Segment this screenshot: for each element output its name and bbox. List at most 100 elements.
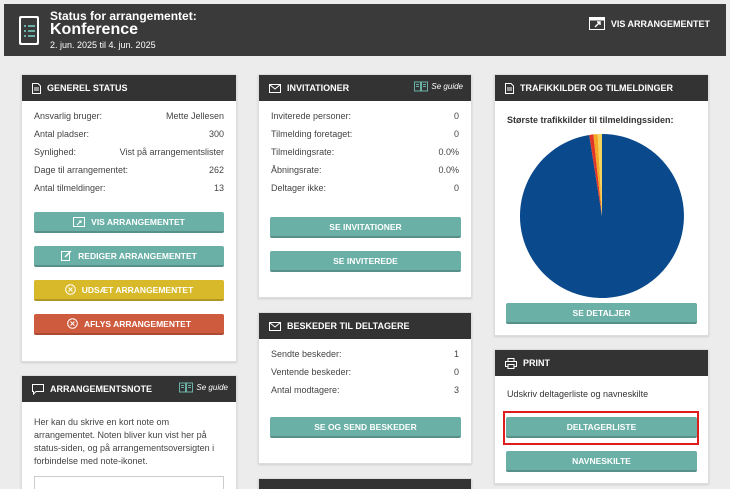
row-value: 0 xyxy=(453,183,459,193)
row-label: Ansvarlig bruger: xyxy=(34,111,103,121)
message-row: Sendte beskeder: 1 xyxy=(271,345,459,363)
messages-card: BESKEDER TIL DELTAGERE Sendte beskeder: 1… xyxy=(258,312,472,464)
message-row: Ventende beskeder: 0 xyxy=(271,363,459,381)
print-header: PRINT xyxy=(495,350,708,376)
row-value: 0.0% xyxy=(438,147,459,157)
row-label: Tilmelding foretaget: xyxy=(271,129,353,139)
event-note-header: ARRANGEMENTSNOTE Se guide xyxy=(22,376,236,402)
partial-card xyxy=(258,478,472,489)
envelope-icon xyxy=(269,321,281,331)
row-label: Dage til arrangementet: xyxy=(34,165,129,175)
messages-title: BESKEDER TIL DELTAGERE xyxy=(287,321,410,331)
pie-slice-yellow xyxy=(597,133,602,216)
book-icon xyxy=(414,81,429,92)
partial-card-header xyxy=(259,479,471,489)
print-title: PRINT xyxy=(523,358,550,368)
postpone-event-label: UDSÆT ARRANGEMENTET xyxy=(81,284,194,295)
event-note-title: ARRANGEMENTSNOTE xyxy=(50,384,153,394)
print-card: PRINT Udskriv deltagerliste og navneskil… xyxy=(494,349,709,484)
row-value: Vist på arrangementslister xyxy=(119,147,224,157)
row-label: Deltager ikke: xyxy=(271,183,327,193)
pie-slice-red xyxy=(589,134,602,216)
postpone-event-button[interactable]: UDSÆT ARRANGEMENTET xyxy=(34,280,224,301)
row-value: 1 xyxy=(453,349,459,359)
external-view-icon xyxy=(588,17,605,30)
messages-rows: Sendte beskeder: 1 Ventende beskeder: 0 An… xyxy=(259,339,471,399)
external-view-icon xyxy=(73,216,86,227)
cancel-event-button[interactable]: AFLYS ARRANGEMENTET xyxy=(34,314,224,335)
general-status-rows: Ansvarlig bruger: Mette Jellesen Antal pl… xyxy=(22,101,236,197)
row-value: 0 xyxy=(453,367,459,377)
row-label: Antal pladser: xyxy=(34,129,90,139)
note-guide-link[interactable]: Se guide xyxy=(179,382,228,393)
see-invitations-button[interactable]: SE INVITATIONER xyxy=(270,217,461,238)
invitations-title: INVITATIONER xyxy=(287,83,350,93)
see-send-messages-button[interactable]: SE OG SEND BESKEDER xyxy=(270,417,461,438)
row-label: Sendte beskeder: xyxy=(271,349,342,359)
row-label: Synlighed: xyxy=(34,147,77,157)
book-icon xyxy=(179,382,194,393)
edit-icon xyxy=(61,250,72,261)
pie-slice-orange xyxy=(593,134,602,216)
row-value: 13 xyxy=(213,183,224,193)
see-details-label: SE DETALJER xyxy=(572,307,631,318)
pie-slice-main xyxy=(519,134,684,298)
invitations-guide-label: Se guide xyxy=(431,82,463,91)
event-note-card: ARRANGEMENTSNOTE Se guide Her kan du skr… xyxy=(21,375,237,489)
invitation-row: Åbningsrate: 0.0% xyxy=(271,161,459,179)
row-label: Tilmeldingsrate: xyxy=(271,147,335,157)
status-row: Antal pladser: 300 xyxy=(34,125,224,143)
row-value: 262 xyxy=(208,165,224,175)
page-supertitle: Status for arrangementet: xyxy=(50,9,197,23)
general-status-title: GENEREL STATUS xyxy=(47,83,128,93)
participant-list-button[interactable]: DELTAGERLISTE xyxy=(506,417,697,438)
general-status-card: GENEREL STATUS Ansvarlig bruger: Mette Je… xyxy=(21,74,237,362)
view-event-header-label: VIS ARRANGEMENTET xyxy=(610,18,710,29)
note-guide-label: Se guide xyxy=(196,383,228,392)
status-row: Antal tilmeldinger: 13 xyxy=(34,179,224,197)
invitations-card: INVITATIONER Se guide Inviterede persone… xyxy=(258,74,472,298)
row-value: Mette Jellesen xyxy=(165,111,224,121)
status-row: Synlighed: Vist på arrangementslister xyxy=(34,143,224,161)
traffic-card: TRAFIKKILDER OG TILMELDINGER Største tra… xyxy=(494,74,709,336)
message-row: Antal modtagere: 3 xyxy=(271,381,459,399)
edit-event-label: REDIGER ARRANGEMENTET xyxy=(78,250,197,261)
event-dates: 2. jun. 2025 til 4. jun. 2025 xyxy=(50,40,156,50)
row-value: 0 xyxy=(453,111,459,121)
name-badges-button[interactable]: NAVNESKILTE xyxy=(506,451,697,472)
traffic-title: TRAFIKKILDER OG TILMELDINGER xyxy=(520,83,673,93)
selection-highlight xyxy=(503,411,699,445)
row-value: 3 xyxy=(453,385,459,395)
row-label: Antal tilmeldinger: xyxy=(34,183,106,193)
invitation-row: Deltager ikke: 0 xyxy=(271,179,459,197)
status-row: Ansvarlig bruger: Mette Jellesen xyxy=(34,107,224,125)
cancel-event-label: AFLYS ARRANGEMENTET xyxy=(83,318,192,329)
view-event-header-button[interactable]: VIS ARRANGEMENTET xyxy=(588,17,710,30)
invitation-row: Tilmelding foretaget: 0 xyxy=(271,125,459,143)
circle-x-icon xyxy=(64,284,76,295)
document-small-icon xyxy=(505,82,514,94)
see-invited-button[interactable]: SE INVITEREDE xyxy=(270,251,461,272)
invitations-rows: Inviterede personer: 0 Tilmelding foretag… xyxy=(259,101,471,197)
page-header: Status for arrangementet: Konference 2. … xyxy=(4,4,726,56)
row-label: Inviterede personer: xyxy=(271,111,352,121)
traffic-header: TRAFIKKILDER OG TILMELDINGER xyxy=(495,75,708,101)
see-invited-label: SE INVITEREDE xyxy=(333,255,398,266)
page-title: Konference xyxy=(50,21,139,38)
invitations-header: INVITATIONER Se guide xyxy=(259,75,471,101)
note-textarea[interactable] xyxy=(34,476,224,489)
messages-header: BESKEDER TIL DELTAGERE xyxy=(259,313,471,339)
see-details-button[interactable]: SE DETALJER xyxy=(506,303,697,324)
document-small-icon xyxy=(32,82,41,94)
invitation-row: Inviterede personer: 0 xyxy=(271,107,459,125)
edit-event-button[interactable]: REDIGER ARRANGEMENTET xyxy=(34,246,224,267)
invitations-guide-link[interactable]: Se guide xyxy=(414,81,463,92)
see-invitations-label: SE INVITATIONER xyxy=(329,221,402,232)
traffic-subtitle: Største trafikkilder til tilmeldingsside… xyxy=(507,115,674,125)
row-value: 0 xyxy=(453,129,459,139)
view-event-button[interactable]: VIS ARRANGEMENTET xyxy=(34,212,224,233)
print-description: Udskriv deltagerliste og navneskilte xyxy=(507,389,649,399)
row-label: Åbningsrate: xyxy=(271,165,322,175)
circle-x-icon xyxy=(67,318,78,329)
see-send-messages-label: SE OG SEND BESKEDER xyxy=(314,421,417,432)
